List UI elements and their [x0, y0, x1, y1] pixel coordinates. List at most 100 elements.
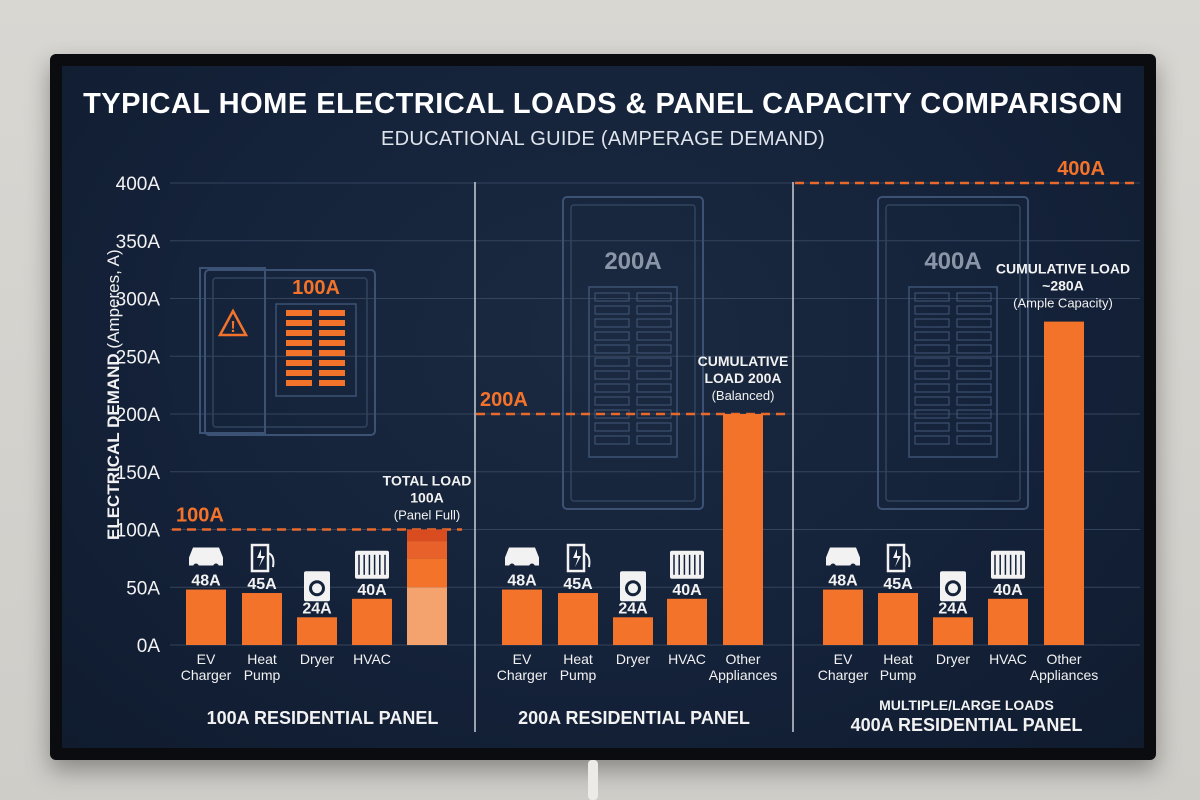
bar	[558, 593, 598, 645]
y-axis-label-unit: (Amperes, A)	[104, 249, 123, 349]
car-icon	[189, 547, 223, 566]
breaker	[636, 396, 672, 406]
breaker	[914, 344, 950, 354]
y-tick-label: 200A	[116, 405, 161, 426]
breaker	[594, 383, 630, 393]
charger-icon	[250, 543, 270, 573]
car-wheel-icon	[213, 563, 219, 570]
x-tick-label: Pump	[244, 667, 281, 683]
y-tick-label: 350A	[116, 232, 161, 253]
x-tick-label: HVAC	[353, 651, 391, 667]
car-icon	[505, 547, 539, 566]
breaker	[956, 383, 992, 393]
bar	[878, 593, 918, 645]
x-tick-label: Charger	[818, 667, 869, 683]
breaker	[286, 330, 312, 336]
y-tick-label: 400A	[116, 174, 161, 195]
x-tick-label: Charger	[497, 667, 548, 683]
bar-value-label: 40A	[993, 582, 1023, 599]
panel-subheading: MULTIPLE/LARGE LOADS	[879, 697, 1054, 713]
breaker	[956, 370, 992, 380]
bolt-icon	[573, 549, 581, 568]
panel-door	[199, 267, 266, 434]
x-tick-label: HVAC	[668, 651, 706, 667]
cord-icon	[583, 552, 591, 568]
total-load-label: (Balanced)	[712, 388, 775, 403]
bar-value-label: 24A	[302, 600, 332, 617]
total-load-label: CUMULATIVE LOAD	[996, 261, 1130, 277]
car-wheel-icon	[529, 563, 535, 570]
breaker	[594, 344, 630, 354]
breaker	[636, 344, 672, 354]
x-tick-label: Dryer	[300, 651, 335, 667]
panel-icon-label: 200A	[604, 248, 661, 275]
y-tick-label: 250A	[116, 347, 161, 368]
breaker	[956, 422, 992, 432]
bolt-icon	[893, 549, 901, 568]
breaker	[594, 396, 630, 406]
car-wheel-icon	[830, 563, 836, 570]
breaker	[914, 370, 950, 380]
breaker	[319, 340, 345, 346]
bolt-icon	[257, 549, 265, 568]
panel-outline	[877, 196, 1029, 510]
breaker	[319, 360, 345, 366]
breaker	[286, 310, 312, 316]
bar-value-label: 48A	[191, 573, 221, 590]
breaker	[956, 318, 992, 328]
dryer-drum-icon	[628, 583, 638, 594]
x-tick-label: Dryer	[616, 651, 651, 667]
capacity-label: 200A	[480, 389, 528, 411]
breaker	[636, 357, 672, 367]
panel-name: 200A RESIDENTIAL PANEL	[518, 708, 750, 728]
breaker	[956, 409, 992, 419]
bar	[988, 598, 1028, 645]
total-load-bar-segment	[407, 587, 447, 645]
breaker-frame	[908, 286, 998, 458]
total-load-label: (Panel Full)	[394, 508, 460, 523]
hvac-icon	[991, 550, 1025, 579]
breaker	[286, 380, 312, 386]
bar	[502, 589, 542, 645]
bar	[667, 598, 707, 645]
x-tick-label: Charger	[181, 667, 232, 683]
bar-value-label: 45A	[883, 576, 913, 593]
breaker	[914, 292, 950, 302]
breaker	[956, 292, 992, 302]
capacity-label: 100A	[176, 505, 224, 527]
chart-title: TYPICAL HOME ELECTRICAL LOADS & PANEL CA…	[83, 88, 1123, 120]
capacity-label: 400A	[1057, 158, 1105, 180]
breaker	[914, 422, 950, 432]
x-tick-label: Appliances	[1030, 667, 1099, 683]
panel-inner-outline	[885, 204, 1021, 502]
bar	[186, 589, 226, 645]
breaker	[319, 320, 345, 326]
bar	[242, 593, 282, 645]
car-wheel-icon	[193, 563, 199, 570]
breaker	[319, 350, 345, 356]
x-tick-label: EV	[834, 651, 853, 667]
y-tick-label: 100A	[116, 521, 161, 542]
bar	[297, 617, 337, 645]
bar	[1044, 321, 1084, 645]
panel-inner-outline	[212, 277, 368, 428]
breaker	[914, 331, 950, 341]
panel-name: 100A RESIDENTIAL PANEL	[207, 708, 439, 728]
panel-inner-outline	[570, 204, 696, 502]
y-tick-label: 150A	[116, 463, 161, 484]
panel-outline	[204, 269, 376, 436]
breaker-frame	[588, 286, 678, 458]
breaker	[319, 330, 345, 336]
bar-value-label: 48A	[828, 573, 858, 590]
breaker	[594, 305, 630, 315]
x-tick-label: Dryer	[936, 651, 971, 667]
y-tick-label: 50A	[126, 578, 160, 599]
breaker	[636, 435, 672, 445]
charger-icon	[886, 543, 906, 573]
bar-value-label: 40A	[672, 582, 702, 599]
breaker	[594, 292, 630, 302]
total-load-bar-segment	[407, 541, 447, 559]
breaker	[956, 331, 992, 341]
car-icon	[826, 547, 860, 566]
